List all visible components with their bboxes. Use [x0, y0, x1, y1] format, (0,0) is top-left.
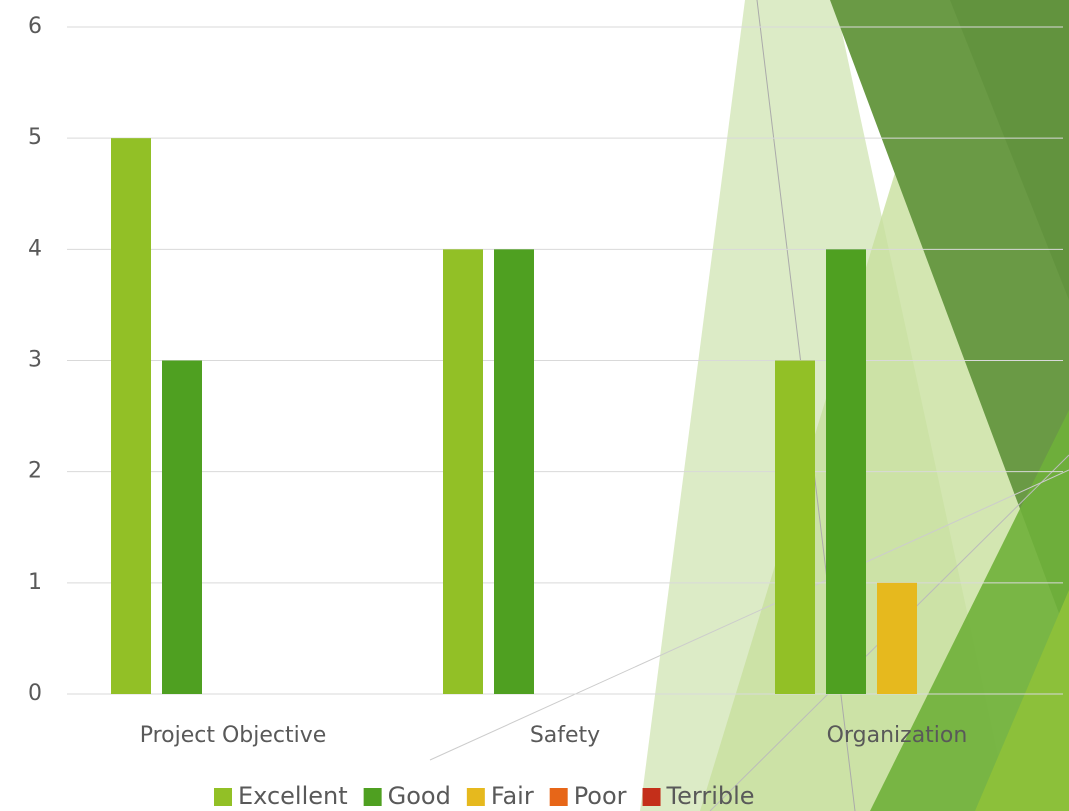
x-tick-label: Safety: [530, 723, 600, 748]
bg-line: [429, 469, 1069, 761]
legend-label: Poor: [574, 782, 627, 810]
bar: [494, 249, 534, 695]
legend-swatch: [363, 788, 382, 806]
bar: [111, 138, 151, 694]
bg-shape: [975, 590, 1069, 811]
y-tick-label: 3: [28, 348, 42, 373]
bar: [775, 360, 815, 694]
bar: [443, 249, 483, 695]
legend-swatch: [214, 788, 232, 806]
legend-label: Fair: [491, 782, 534, 810]
y-tick-label: 6: [28, 14, 42, 39]
bar: [162, 360, 202, 694]
legend-label: Excellent: [238, 782, 348, 810]
bar: [877, 582, 917, 694]
y-tick-label: 2: [28, 459, 42, 484]
x-tick-label: Project Objective: [140, 723, 327, 748]
bar: [826, 249, 866, 695]
legend-label: Good: [388, 782, 451, 810]
x-tick-label: Organization: [827, 723, 968, 748]
legend-swatch: [642, 788, 661, 806]
y-tick-label: 5: [28, 125, 42, 150]
y-tick-label: 0: [28, 681, 42, 706]
bg-shape: [830, 0, 1069, 640]
y-tick-label: 1: [28, 570, 42, 595]
legend-label: Terrible: [666, 782, 755, 810]
bg-shape: [950, 0, 1069, 300]
legend-swatch: [466, 788, 485, 806]
legend-swatch: [549, 788, 568, 806]
y-tick-label: 4: [28, 236, 42, 261]
